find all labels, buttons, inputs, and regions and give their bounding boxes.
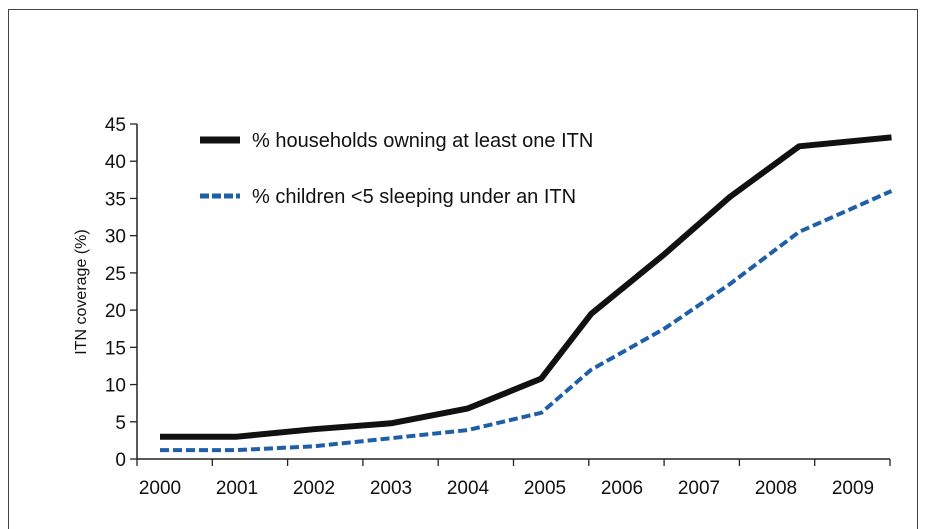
legend-label-2: % children <5 sleeping under an ITN (252, 186, 576, 208)
y-tick-label: 5 (115, 413, 126, 434)
legend-label-1: % households owning at least one ITN (252, 130, 593, 152)
x-tick-label: 2000 (139, 478, 181, 499)
series-line-2 (160, 189, 893, 453)
y-tick-label: 45 (105, 115, 126, 136)
y-tick-label: 30 (105, 227, 126, 248)
x-tick-label: 2005 (524, 478, 566, 499)
y-tick-label: 35 (105, 189, 126, 210)
x-tick-label: 2007 (678, 478, 720, 499)
y-tick-label: 0 (115, 450, 126, 471)
series-group (160, 134, 893, 453)
y-tick-label: 40 (105, 152, 126, 173)
series-line-1 (160, 134, 892, 440)
y-tick-label: 25 (105, 264, 126, 285)
y-tick-label: 15 (105, 338, 126, 359)
x-tick-label: 2008 (755, 478, 797, 499)
y-tick-label: 10 (105, 376, 126, 397)
x-tick-label: 2004 (447, 478, 490, 499)
chart-frame (8, 9, 918, 529)
legend: % households owning at least one ITN % ch… (200, 130, 593, 208)
x-tick-label: 2006 (601, 478, 643, 499)
y-tick-label: 20 (105, 301, 126, 322)
x-tick-label: 2009 (832, 478, 874, 499)
x-tick-label: 2001 (216, 478, 258, 499)
x-tick-label: 2003 (370, 478, 412, 499)
axes: 0 5 10 15 20 25 30 35 40 45 2000 2001 2002 2003 2004 20… (105, 115, 891, 499)
line-chart: ITN coverage (%) 0 5 10 15 20 25 30 35 40 45 2000 2… (73, 115, 893, 499)
x-tick-label: 2002 (293, 478, 335, 499)
y-axis-label: ITN coverage (%) (73, 229, 90, 354)
